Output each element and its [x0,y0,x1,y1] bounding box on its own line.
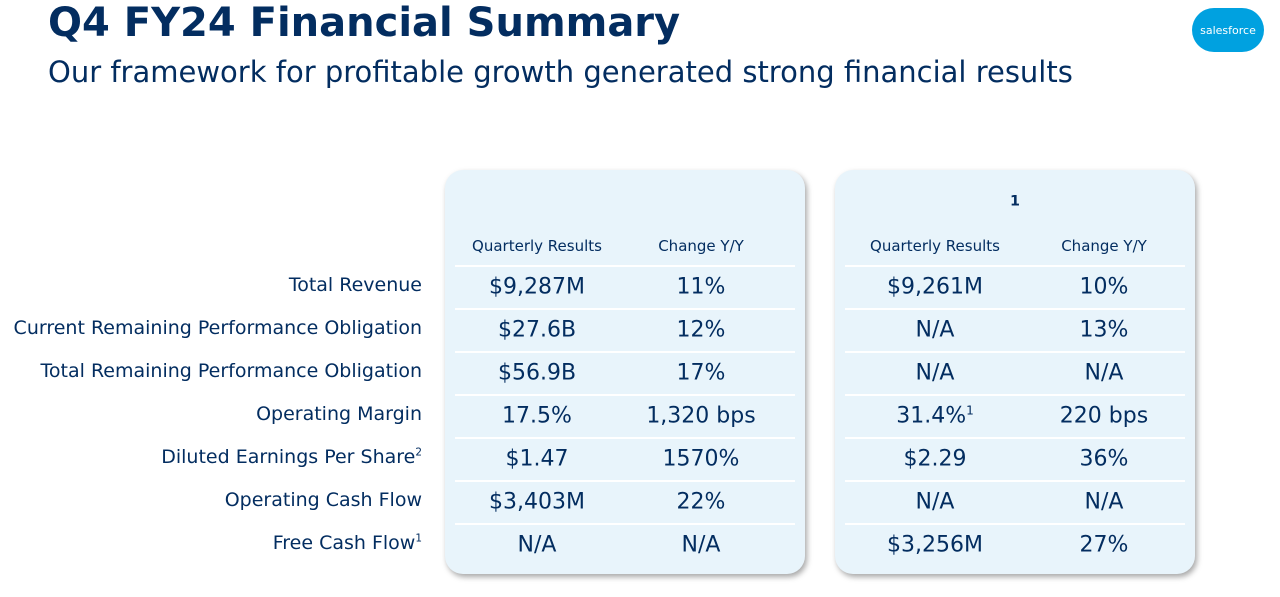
text: $9,287M [489,274,585,300]
text: N/A [1084,360,1124,386]
text: Total Remaining Performance Obligation [40,360,422,382]
row-separator [455,437,795,439]
cell: N/A [916,318,955,343]
row-label: Diluted Earnings Per Share2 [161,446,422,468]
text: Operating Cash Flow [224,489,422,511]
panel [445,170,805,574]
subtitle: Our framework for profitable growth gene… [48,55,1073,89]
cell: N/A [916,361,955,386]
cell: N/A [518,533,557,558]
text: 36% [1079,446,1129,472]
cell: N/A [1085,361,1124,386]
text: $27.6B [497,317,577,343]
text: 220 bps [1059,403,1149,429]
text: $2.29 [903,446,967,472]
row-separator [845,308,1185,310]
cell: 27% [1080,533,1129,558]
row-label: Operating Margin [256,403,422,425]
text: N/A [915,360,955,386]
row-separator [845,480,1185,482]
cell: $3,403M [489,490,585,515]
row-label: Free Cash Flow1 [273,532,422,554]
cell: $1.47 [506,447,569,472]
text: 11% [676,274,726,300]
title: Q4 FY24 Financial Summary [48,0,681,46]
cell: 1570% [663,447,740,472]
text: Total Revenue [288,274,422,296]
cell: 1,320 bps [646,404,755,429]
text: 22% [676,489,726,515]
column-header: Quarterly Results [472,237,602,255]
panel-title: 1 [835,192,1195,222]
text: $56.9B [497,360,577,386]
text: N/A [915,489,955,515]
logo: salesforce [1192,8,1264,52]
column-header: Quarterly Results [870,237,1000,255]
text: Diluted Earnings Per Share [161,446,416,468]
text: 17.5% [502,403,572,429]
text: Operating Margin [256,403,422,425]
footnote-marker: 1 [966,403,974,418]
text: 27% [1079,532,1129,558]
text: 1,320 bps [646,403,756,429]
row-separator [845,351,1185,353]
cell: N/A [916,490,955,515]
text: 13% [1079,317,1129,343]
cell: $2.29 [904,447,967,472]
row-separator [455,523,795,525]
text: Current Remaining Performance Obligation [13,317,422,339]
cell: 22% [677,490,726,515]
text: 12% [676,317,726,343]
text: 1570% [662,446,740,472]
cell: 220 bps [1060,404,1148,429]
text: $1.47 [505,446,569,472]
row-separator [455,351,795,353]
cell: 36% [1080,447,1129,472]
cell: 31.4%1 [896,403,974,428]
text: $3,256M [887,532,983,558]
row-separator [455,308,795,310]
footnote-marker: 1 [1010,193,1020,210]
cell: $56.9B [498,361,576,386]
row-separator [845,523,1185,525]
footnote-marker: 2 [415,446,422,459]
text: N/A [517,532,557,558]
cell: N/A [1085,490,1124,515]
text: 31.4% [896,403,967,429]
cell: 10% [1080,275,1129,300]
column-header: Change Y/Y [658,237,744,255]
cell: $9,287M [489,275,585,300]
cell: $27.6B [498,318,576,343]
text: $3,403M [489,489,585,515]
cell: 17.5% [502,404,572,429]
row-label: Total Revenue [289,274,422,296]
cell: N/A [682,533,721,558]
text: N/A [915,317,955,343]
cell: $3,256M [887,533,983,558]
text: 10% [1079,274,1129,300]
footnote-marker: 1 [415,532,422,545]
row-label: Total Remaining Performance Obligation [41,360,422,382]
column-header: Change Y/Y [1061,237,1147,255]
cell: 11% [677,275,726,300]
row-separator [455,394,795,396]
row-separator [845,394,1185,396]
row-separator [455,480,795,482]
row-separator [845,265,1185,267]
cell: 17% [677,361,726,386]
row-label: Operating Cash Flow [225,489,422,511]
cell: $9,261M [887,275,983,300]
panel [835,170,1195,574]
text: 17% [676,360,726,386]
cell: 13% [1080,318,1129,343]
text: N/A [681,532,721,558]
text: $9,261M [887,274,983,300]
cell: 12% [677,318,726,343]
text: Free Cash Flow [272,532,416,554]
row-label: Current Remaining Performance Obligation [14,317,422,339]
row-separator [845,437,1185,439]
row-separator [455,265,795,267]
text: N/A [1084,489,1124,515]
